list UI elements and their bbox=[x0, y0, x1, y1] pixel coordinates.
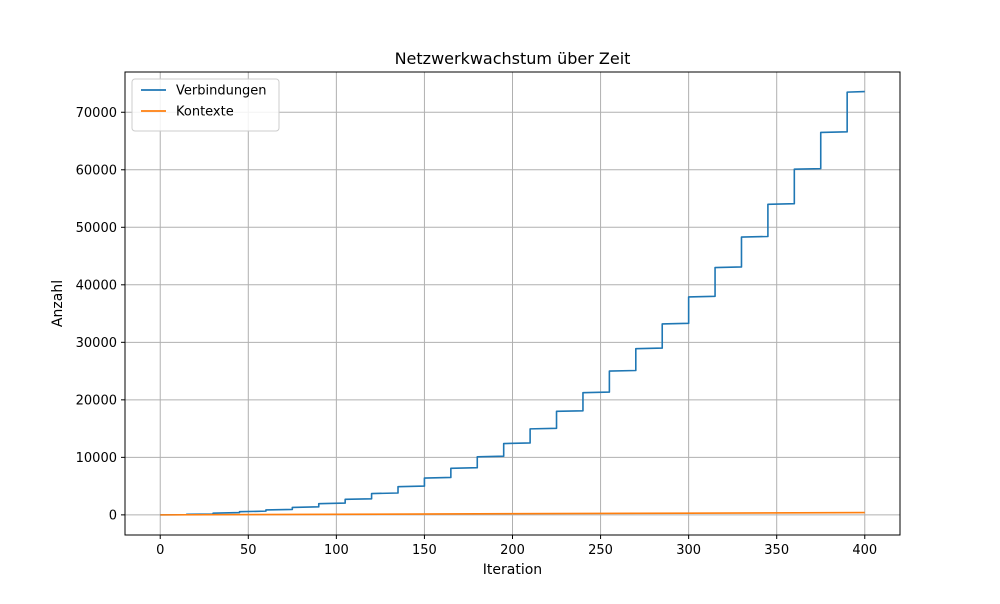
y-tick-label: 50000 bbox=[76, 221, 117, 236]
chart-title: Netzwerkwachstum über Zeit bbox=[395, 49, 631, 68]
y-tick-label: 40000 bbox=[76, 278, 117, 293]
x-axis-label: Iteration bbox=[483, 562, 542, 578]
x-tick-label: 200 bbox=[500, 543, 525, 558]
legend-entry-label: Verbindungen bbox=[176, 84, 267, 99]
y-tick-label: 70000 bbox=[76, 106, 117, 121]
series-lines bbox=[160, 90, 865, 516]
series-line-kontexte bbox=[160, 511, 865, 516]
x-tick-label: 300 bbox=[676, 543, 701, 558]
grid bbox=[125, 72, 900, 535]
x-tick-label: 150 bbox=[412, 543, 437, 558]
y-tick-label: 20000 bbox=[76, 393, 117, 408]
y-tick-label: 60000 bbox=[76, 163, 117, 178]
y-tick-label: 10000 bbox=[76, 451, 117, 466]
y-axis-label: Anzahl bbox=[50, 280, 66, 327]
x-tick-label: 50 bbox=[240, 543, 257, 558]
x-tick-label: 350 bbox=[764, 543, 789, 558]
series-line-verbindungen bbox=[160, 90, 865, 516]
x-tick-label: 0 bbox=[156, 543, 164, 558]
legend-entry-label: Kontexte bbox=[176, 105, 234, 120]
x-tick-label: 250 bbox=[588, 543, 613, 558]
legend-box bbox=[131, 78, 280, 132]
y-tick-label: 30000 bbox=[76, 336, 117, 351]
x-tick-label: 400 bbox=[852, 543, 877, 558]
legend: Verbindungen Kontexte bbox=[131, 78, 280, 132]
axis-ticks: 0 50 100 150 200 250 300 350 400 0 10000 20000 30000… bbox=[76, 106, 878, 558]
y-tick-label: 0 bbox=[109, 508, 117, 523]
x-tick-label: 100 bbox=[324, 543, 349, 558]
